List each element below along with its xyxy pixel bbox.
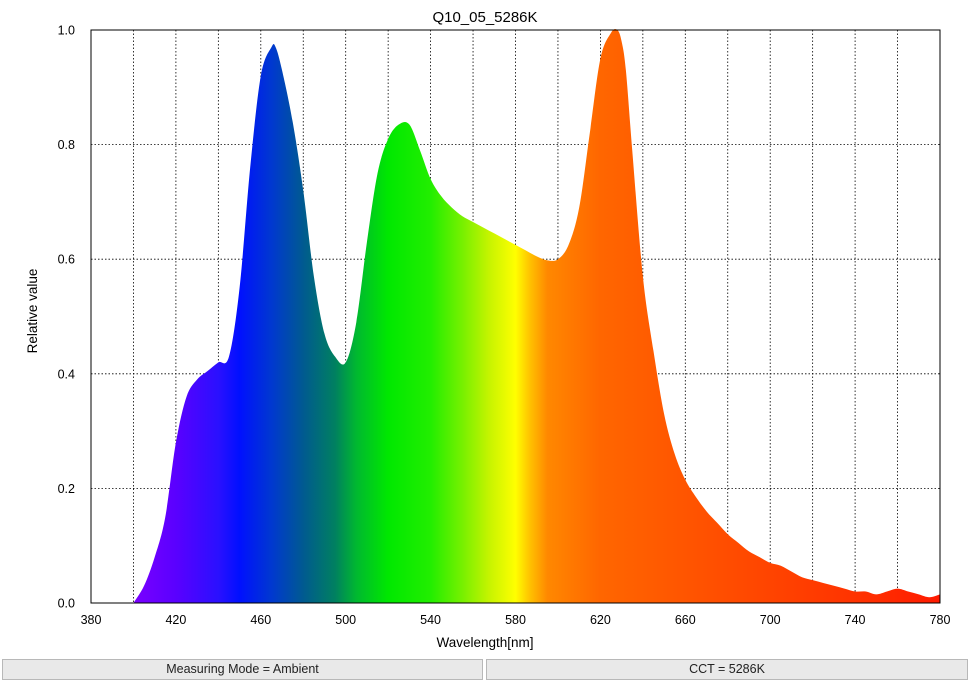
y-tick-label: 0.4: [58, 367, 75, 381]
x-tick-label: 500: [335, 613, 356, 627]
x-tick-label: 780: [930, 613, 951, 627]
spectrum-area: [133, 29, 940, 603]
y-axis-label: Relative value: [25, 269, 40, 354]
x-tick-label: 460: [250, 613, 271, 627]
spectrum-area-path: [133, 29, 940, 603]
y-tick-label: 0.2: [58, 482, 75, 496]
y-tick-label: 0.6: [58, 253, 75, 267]
x-tick-label: 380: [81, 613, 102, 627]
plot-frame: [90, 29, 941, 604]
status-bar: Measuring Mode = Ambient CCT = 5286K: [0, 657, 970, 683]
measuring-mode-field: Measuring Mode = Ambient: [2, 659, 483, 680]
cct-field: CCT = 5286K: [486, 659, 968, 680]
y-tick-label: 1.0: [58, 24, 75, 38]
x-tick-label: 700: [760, 613, 781, 627]
chart-title: Q10_05_5286K: [432, 9, 537, 26]
spectrum-chart: 380 420 460 500 540 580 620 660 700 740 780 0.0 0.2…: [25, 9, 951, 650]
x-tick-label: 420: [165, 613, 186, 627]
x-tick-label: 660: [675, 613, 696, 627]
x-tick-label: 580: [505, 613, 526, 627]
y-tick-label: 0.0: [58, 597, 75, 611]
x-tick-labels: 380 420 460 500 540 580 620 660 700 740 780: [81, 613, 951, 627]
x-tick-label: 740: [845, 613, 866, 627]
y-tick-labels: 0.0 0.2 0.4 0.6 0.8 1.0: [58, 24, 75, 611]
x-tick-label: 540: [420, 613, 441, 627]
y-tick-label: 0.8: [58, 138, 75, 152]
x-tick-label: 620: [590, 613, 611, 627]
x-axis-label: Wavelength[nm]: [436, 635, 533, 650]
